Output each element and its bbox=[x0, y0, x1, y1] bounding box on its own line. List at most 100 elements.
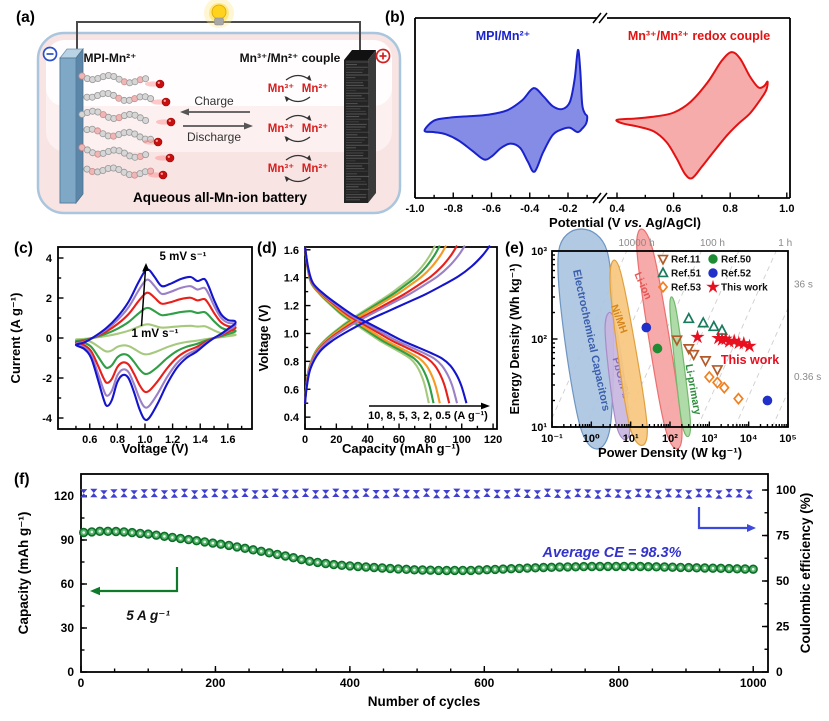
tick-label: 60 bbox=[393, 434, 405, 446]
ce-marker bbox=[533, 490, 541, 499]
tick-label: 0.8 bbox=[723, 203, 738, 215]
ce-marker bbox=[372, 490, 380, 499]
ce-marker bbox=[382, 489, 390, 499]
capacity-marker-center bbox=[292, 556, 295, 559]
capacity-marker-center bbox=[114, 530, 118, 533]
time-label-top: 1 h bbox=[778, 238, 792, 249]
tick-label: 0 bbox=[302, 434, 308, 446]
tick-label: 50 bbox=[776, 574, 790, 588]
tick-label: 10³ bbox=[701, 433, 717, 445]
panel-c-cv-scan-rates: (c) 0.6 0.8 1.0 1.2 1.4 1.6 -4 -2 0 2 4 Current (A… bbox=[8, 240, 253, 456]
cv-curve bbox=[423, 48, 589, 173]
capacity-marker-center bbox=[82, 531, 85, 534]
molecule-atom bbox=[142, 75, 150, 83]
ce-marker bbox=[261, 489, 269, 498]
capacity-marker-center bbox=[735, 567, 739, 571]
tick-label: 1000 bbox=[740, 676, 767, 690]
capacity-marker-center bbox=[211, 541, 215, 545]
scatter-point-triangle-down bbox=[687, 349, 700, 362]
ce-marker bbox=[90, 488, 98, 498]
panel-d-yaxis-title: Voltage (V) bbox=[256, 305, 271, 372]
tick-label: 0.6 bbox=[82, 434, 97, 446]
capacity-marker-center bbox=[324, 562, 328, 565]
tick-label: -0.6 bbox=[482, 203, 501, 215]
capacity-marker-center bbox=[518, 567, 521, 570]
tick-label: 100 bbox=[776, 483, 796, 497]
tick-label: -0.8 bbox=[444, 203, 463, 215]
tick-label: 120 bbox=[54, 489, 74, 503]
capacity-marker-center bbox=[614, 565, 618, 568]
capacity-axis-arrowhead-icon bbox=[90, 586, 100, 596]
tick-label: 30 bbox=[61, 621, 75, 635]
tick-label: -0.2 bbox=[559, 203, 578, 215]
cv-curve-4mVs⁻¹ bbox=[74, 278, 237, 409]
cv-curve bbox=[615, 51, 769, 180]
tick-label: 1.0 bbox=[137, 434, 152, 446]
ce-marker bbox=[644, 489, 652, 498]
scatter-point-triangle-down bbox=[682, 344, 695, 356]
tick-label: 4 bbox=[46, 253, 53, 265]
capacity-marker-center bbox=[558, 565, 561, 569]
capacity-marker-center bbox=[509, 567, 513, 570]
ce-marker bbox=[412, 490, 420, 499]
scatter-point-triangle-up bbox=[682, 311, 695, 324]
tick-label: 10⁻¹ bbox=[541, 433, 563, 445]
scatter-series-This-work bbox=[690, 329, 757, 353]
tick-label: 1.4 bbox=[193, 434, 209, 446]
capacity-marker-center bbox=[340, 564, 344, 567]
scatter-series-Ref-53 bbox=[703, 370, 744, 405]
ce-marker bbox=[664, 488, 673, 498]
ce-marker bbox=[231, 489, 239, 498]
capacity-marker-center bbox=[195, 539, 198, 542]
ce-marker bbox=[473, 490, 481, 499]
scatter-point-star bbox=[690, 329, 705, 344]
mn-ion-dots bbox=[143, 79, 176, 180]
capacity-marker-center bbox=[227, 544, 231, 547]
mn2-label: Mn²⁺ bbox=[302, 83, 329, 95]
ce-marker bbox=[453, 488, 461, 497]
capacity-marker-center bbox=[163, 535, 166, 538]
discharge-arrowhead-icon bbox=[244, 122, 253, 130]
panel-d-letter: (d) bbox=[257, 240, 277, 257]
cv-curve-1mVs⁻¹ bbox=[74, 323, 237, 356]
capacity-marker-center bbox=[647, 565, 650, 568]
right-electrode bbox=[344, 50, 376, 203]
ce-marker bbox=[624, 490, 632, 499]
mn3-label: Mn³⁺ bbox=[268, 83, 295, 95]
redox-arc-top-arrowhead-icon bbox=[306, 155, 312, 161]
time-guide-line bbox=[771, 391, 789, 428]
scatter-point-star bbox=[736, 335, 751, 350]
legend-ref53: Ref.53 bbox=[671, 283, 701, 294]
ce-marker bbox=[332, 488, 340, 497]
charge-label: Charge bbox=[194, 94, 234, 108]
axis-break-mark bbox=[598, 192, 608, 204]
ce-marker bbox=[271, 488, 279, 497]
tick-label: 1.6 bbox=[220, 434, 235, 446]
capacity-marker-center bbox=[348, 564, 352, 568]
tick-label: 0 bbox=[78, 676, 85, 690]
scatter-point-diamond bbox=[657, 280, 669, 294]
legend-ref50: Ref.50 bbox=[721, 255, 751, 266]
capacity-marker-center bbox=[219, 542, 223, 546]
molecule-atom bbox=[142, 151, 150, 159]
region-band bbox=[669, 296, 692, 438]
capacity-series bbox=[78, 526, 758, 576]
ragone-legend: Ref.11 Ref.51 Ref.53 Ref.50 Ref.52 This … bbox=[657, 254, 768, 294]
panel-f-right-yaxis-title: Coulombic efficiency (%) bbox=[798, 493, 813, 654]
capacity-marker-center bbox=[703, 566, 707, 570]
capacity-marker-center bbox=[493, 568, 497, 571]
capacity-marker-center bbox=[711, 566, 715, 570]
panel-f-plot: 0 200 400 600 800 1000 0 30 60 90 120 0 25 50 75 100 bbox=[54, 473, 796, 690]
capacity-marker-center bbox=[719, 567, 723, 570]
ce-marker bbox=[120, 488, 128, 498]
ce-series bbox=[80, 488, 753, 499]
ce-marker bbox=[543, 488, 552, 497]
ce-marker bbox=[342, 490, 350, 499]
mn2-label: Mn²⁺ bbox=[302, 123, 329, 135]
panel-b-letter: (b) bbox=[385, 9, 405, 26]
mn-ion-highlight bbox=[167, 155, 170, 158]
ce-marker bbox=[574, 488, 582, 498]
molecule-atom bbox=[94, 127, 102, 135]
ce-marker bbox=[584, 489, 592, 498]
